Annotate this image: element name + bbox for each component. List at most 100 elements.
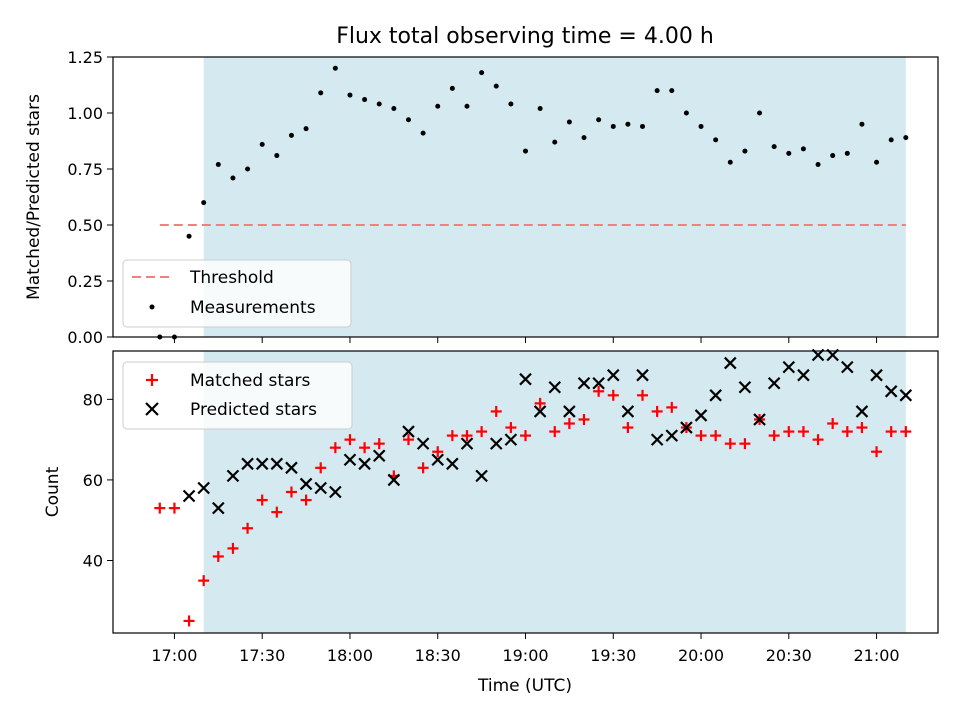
predicted-star-point	[358, 457, 371, 471]
matched-star-point	[812, 434, 824, 446]
predicted-star-point	[255, 457, 269, 471]
measurement-point	[259, 141, 265, 147]
predicted-star-point	[460, 437, 474, 450]
bottom-y-axis-label: Count	[43, 466, 63, 517]
predicted-star-point	[504, 433, 518, 446]
x-tick-label: 20:00	[678, 646, 724, 665]
predicted-star-point	[636, 368, 649, 382]
predicted-star-point	[621, 405, 635, 418]
matched-star-point	[183, 615, 195, 627]
measurement-point	[683, 110, 689, 116]
matched-star-point	[578, 413, 590, 425]
top-y-axis-label: Matched/Predicted stars	[24, 94, 44, 300]
predicted-star-point	[212, 501, 225, 515]
predicted-star-point	[606, 368, 620, 382]
predicted-star-point	[533, 405, 547, 418]
matched-star-point	[768, 430, 780, 442]
matched-star-point	[446, 430, 458, 442]
matched-star-point	[227, 542, 239, 554]
matched-star-point	[607, 389, 619, 401]
matched-star-point	[432, 446, 444, 458]
legend-matched-label: Matched stars	[190, 371, 310, 391]
measurement-point	[800, 146, 806, 152]
matched-star-point	[856, 422, 868, 434]
predicted-star-point	[197, 481, 210, 495]
bottom-plot-frame	[112, 350, 939, 634]
matched-star-point	[300, 494, 312, 506]
predicted-star-point	[563, 405, 576, 418]
top-axis-ticks: 0.00 0.25 0.50 0.75 1.00 1.25	[67, 48, 878, 347]
measurement-point	[698, 123, 704, 129]
predicted-star-point	[899, 389, 913, 402]
predicted-star-point	[767, 376, 781, 390]
measurement-point	[201, 200, 207, 206]
measurement-points	[157, 65, 909, 340]
measurement-point	[274, 153, 280, 159]
bottom-axis-ticks: 40 60 80 17:00 17:30 18:00 18:30 19:00 19:30 20:0…	[83, 390, 900, 665]
matched-star-point	[841, 426, 853, 438]
measurement-point	[186, 233, 192, 239]
measurement-point	[479, 70, 485, 76]
predicted-star-point	[475, 469, 488, 483]
legend-predicted-swatch	[145, 402, 159, 416]
measurement-point	[771, 144, 777, 150]
matched-star-point	[256, 494, 268, 506]
matched-star-point	[871, 446, 883, 458]
matched-star-point	[549, 426, 561, 438]
bottom-y-tick-label: 60	[83, 471, 103, 490]
measurement-point	[669, 88, 675, 94]
measurement-point	[362, 97, 368, 103]
measurement-point	[654, 88, 660, 94]
measurement-point	[552, 139, 558, 145]
matched-star-point	[651, 405, 663, 417]
measurement-point	[215, 162, 221, 168]
predicted-star-point	[270, 457, 284, 471]
matched-star-point	[534, 397, 546, 409]
predicted-star-point	[855, 405, 869, 418]
matched-star-point	[212, 550, 224, 562]
matched-star-point	[637, 389, 649, 401]
top-panel: 0.00 0.25 0.50 0.75 1.00 1.25 Matched/Predict…	[24, 48, 939, 347]
matched-star-point	[417, 462, 429, 474]
measurement-point	[508, 101, 514, 107]
predicted-star-point	[665, 429, 679, 442]
matched-star-point	[271, 506, 283, 518]
predicted-star-point	[241, 457, 254, 471]
bottom-y-tick-label: 40	[83, 551, 103, 570]
measurement-point	[844, 150, 850, 156]
x-tick-label: 17:00	[151, 646, 197, 665]
x-tick-label: 19:00	[502, 646, 548, 665]
matched-star-point	[373, 438, 385, 450]
measurement-point	[625, 121, 631, 127]
predicted-star-point	[285, 461, 298, 475]
matched-star-point	[285, 486, 297, 498]
measurement-point	[903, 135, 909, 141]
matched-star-points	[154, 385, 912, 627]
matched-star-point	[505, 422, 517, 434]
matched-star-point	[490, 405, 502, 417]
predicted-star-point	[387, 473, 401, 487]
matched-star-point	[402, 434, 414, 446]
bottom-y-tick-label: 80	[83, 390, 103, 409]
measurement-point	[830, 153, 836, 159]
matched-star-point	[168, 502, 180, 514]
measurement-point	[537, 106, 543, 112]
measurement-point	[523, 148, 528, 154]
measurement-point	[332, 65, 338, 71]
top-y-tick-label: 1.00	[67, 104, 103, 123]
predicted-star-point	[870, 368, 883, 382]
predicted-star-point	[782, 360, 796, 374]
matched-star-point	[461, 430, 473, 442]
x-tick-label: 21:00	[854, 646, 900, 665]
predicted-star-point	[489, 437, 503, 450]
x-tick-label: 20:30	[766, 646, 812, 665]
predicted-star-point	[519, 372, 532, 386]
legend-measurements-swatch	[149, 304, 155, 310]
matched-star-point	[242, 522, 254, 534]
matched-star-point	[666, 401, 678, 413]
matched-star-point	[329, 442, 341, 454]
predicted-star-point	[182, 489, 196, 503]
top-y-tick-label: 0.75	[67, 160, 103, 179]
measurement-point	[888, 137, 894, 143]
legend-matched-swatch	[146, 374, 158, 386]
